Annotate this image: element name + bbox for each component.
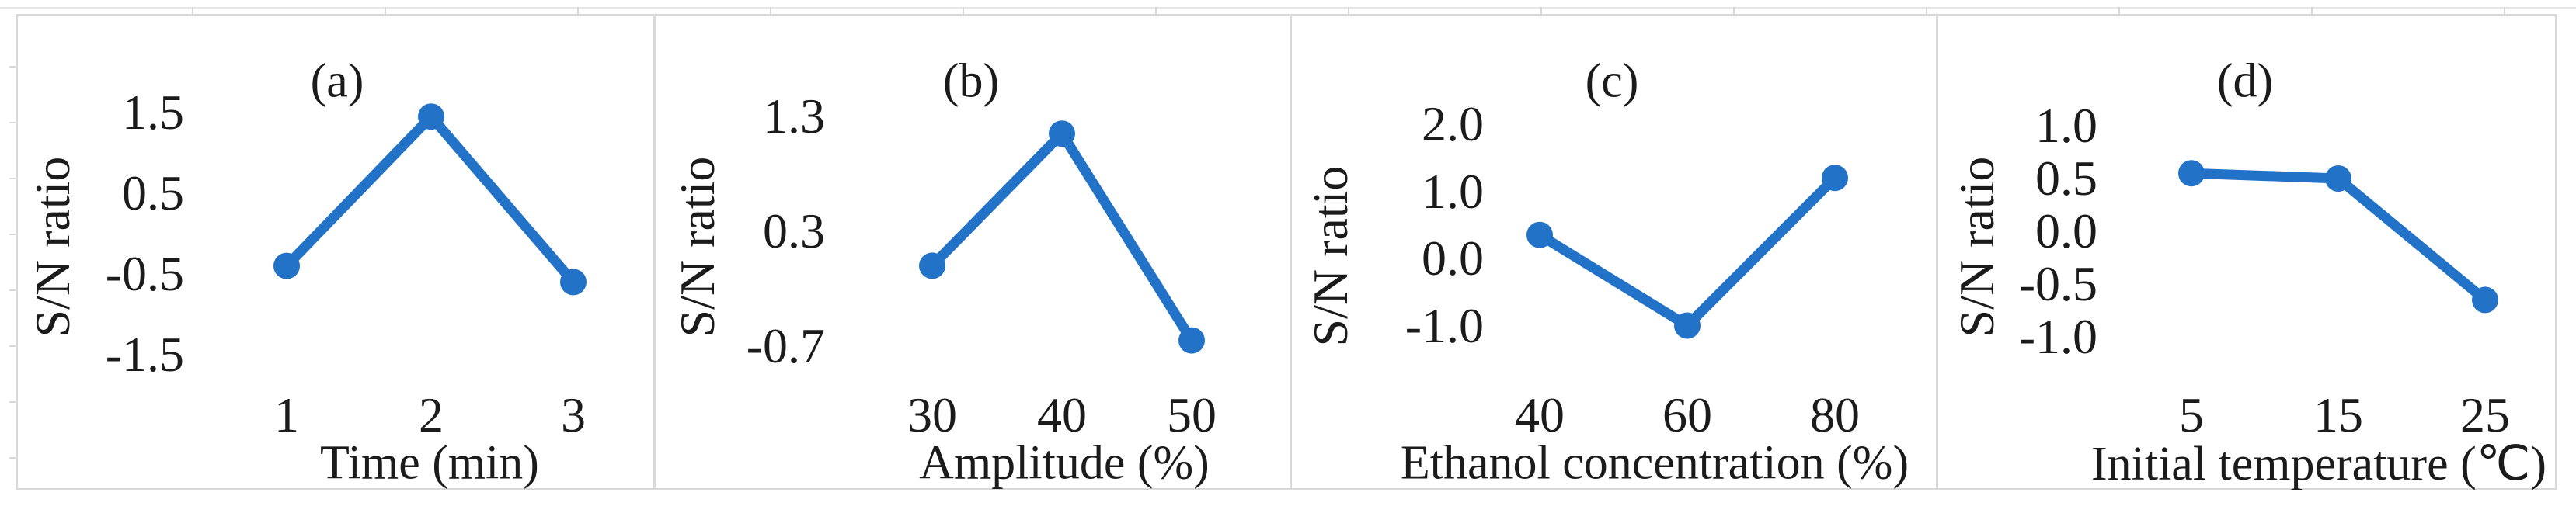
x-tick-label: 1: [274, 387, 299, 442]
frame-left: [16, 14, 18, 490]
left-ruler-tick: [9, 401, 16, 403]
left-ruler-tick: [9, 289, 16, 291]
panel-divider-1: [653, 14, 656, 490]
x-tick-label: 40: [1515, 387, 1565, 442]
left-ruler-tick: [9, 234, 16, 235]
panel-c-title: (c): [1585, 54, 1639, 108]
data-point-marker: [2325, 165, 2351, 192]
left-ruler-tick: [9, 66, 16, 68]
data-point-marker: [1674, 312, 1701, 339]
x-tick-label: 60: [1662, 387, 1712, 442]
panel-d-xlabel: Initial temperature (℃): [2090, 438, 2547, 490]
y-tick-label: 1.3: [763, 88, 825, 144]
y-tick-label: -1.5: [105, 327, 184, 382]
y-tick-label: 0.0: [2035, 203, 2097, 258]
x-tick-label: 80: [1810, 387, 1860, 442]
y-tick-label: -0.5: [105, 246, 184, 301]
y-tick-label: -1.0: [1405, 297, 1484, 353]
panel-divider-2: [1290, 14, 1292, 490]
top-ruler-tick: [192, 7, 193, 14]
panel-d-title: (d): [2216, 54, 2274, 108]
top-ruler-tick: [2504, 7, 2505, 14]
left-ruler-tick: [9, 178, 16, 179]
top-ruler-tick: [385, 7, 386, 14]
panel-b-title: (b): [942, 54, 1000, 108]
top-ruler-tick: [1155, 7, 1157, 14]
y-tick-label: -0.5: [2018, 256, 2097, 311]
y-tick-label: -1.0: [2018, 309, 2097, 364]
x-tick-label: 25: [2460, 387, 2510, 442]
data-point-marker: [919, 252, 945, 279]
x-tick-label: 50: [1167, 387, 1217, 442]
top-ruler-tick: [2118, 7, 2120, 14]
series-line: [1534, 172, 1840, 332]
data-point-marker: [1178, 327, 1205, 354]
panel-divider-3: [1936, 14, 1938, 490]
y-tick-label: 0.5: [122, 165, 184, 220]
y-tick-label: 0.3: [763, 203, 825, 258]
frame-bottom: [16, 488, 2557, 490]
panel-a-title: (a): [310, 54, 364, 108]
series-line: [2186, 168, 2491, 305]
x-tick-label: 40: [1037, 387, 1087, 442]
top-ruler-tick: [577, 7, 579, 14]
data-point-marker: [1049, 120, 1075, 147]
data-point-marker: [2178, 160, 2205, 187]
y-tick-label: 1.0: [1422, 163, 1484, 219]
x-tick-label: 2: [419, 387, 444, 442]
data-point-marker: [2472, 286, 2498, 314]
top-ruler-tick: [1733, 7, 1735, 14]
top-ruler-line: [0, 7, 2576, 9]
left-ruler-tick: [9, 345, 16, 347]
y-tick-label: 1.5: [122, 85, 184, 140]
y-tick-label: 1.0: [2035, 98, 2097, 153]
panel-a-xlabel: Time (min): [320, 436, 539, 490]
panel-c-xlabel: Ethanol concentration (%): [1400, 436, 1909, 490]
top-ruler-tick: [1926, 7, 1927, 14]
x-tick-label: 15: [2313, 387, 2363, 442]
left-ruler-tick: [9, 122, 16, 123]
x-tick-label: 30: [907, 387, 957, 442]
top-ruler-tick: [2311, 7, 2313, 14]
y-tick-label: 0.0: [1422, 231, 1484, 286]
x-tick-label: 3: [561, 387, 586, 442]
top-ruler-tick: [963, 7, 964, 14]
data-point-marker: [418, 103, 444, 130]
y-tick-label: 2.0: [1422, 96, 1484, 151]
top-ruler-tick: [770, 7, 771, 14]
data-point-marker: [273, 252, 300, 279]
frame-top: [16, 14, 2557, 16]
top-ruler-tick: [1348, 7, 1349, 14]
left-ruler-tick: [9, 457, 16, 459]
data-point-marker: [560, 269, 587, 296]
data-point-marker: [1526, 221, 1553, 248]
series-line: [927, 125, 1197, 346]
series-line: [281, 109, 579, 287]
top-ruler-tick: [1540, 7, 1542, 14]
panel-b-xlabel: Amplitude (%): [919, 436, 1210, 490]
frame-right: [2555, 14, 2557, 490]
y-tick-label: 0.5: [2035, 151, 2097, 206]
y-tick-label: -0.7: [746, 318, 825, 373]
x-tick-label: 5: [2179, 387, 2204, 442]
data-point-marker: [1822, 165, 1848, 192]
